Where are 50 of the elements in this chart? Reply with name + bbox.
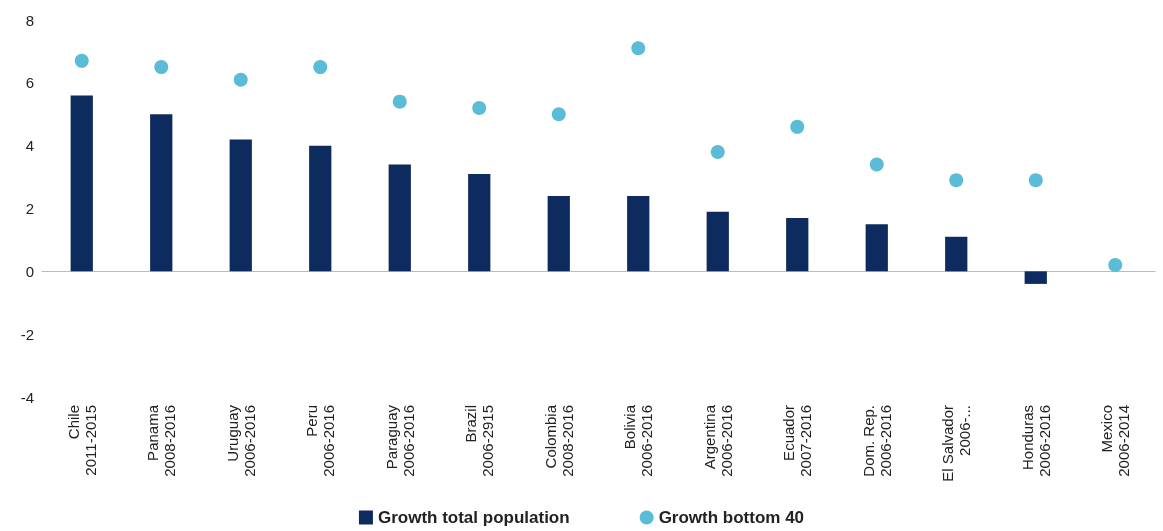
- point: [869, 157, 884, 172]
- x-tick-label: Paraguay 2006-2016: [382, 404, 417, 477]
- point: [154, 60, 169, 75]
- x-tick-label: Brazil 2006-2915: [462, 405, 497, 477]
- x-tick-label: Colombia 2008-2016: [541, 404, 576, 477]
- point: [710, 144, 725, 159]
- x-tick-label: Panama 2008-2016: [144, 404, 179, 477]
- point: [1108, 258, 1123, 273]
- bar: [229, 139, 252, 272]
- y-tick-label: -4: [20, 388, 34, 406]
- bar: [706, 211, 729, 272]
- bar: [309, 145, 332, 272]
- x-tick-label: Bolivia 2006-2016: [621, 404, 656, 477]
- x-tick-label: El Salvador 2006-...: [939, 405, 974, 482]
- y-tick-label: 4: [25, 137, 34, 155]
- x-tick-label: Peru 2006-2016: [303, 405, 338, 477]
- legend-label: Growth total population: [377, 508, 570, 527]
- y-tick-label: -2: [20, 325, 34, 343]
- point: [949, 173, 964, 188]
- bar: [786, 217, 809, 272]
- x-tick-label: Chile 2011-2015: [64, 405, 99, 476]
- x-tick-label: Uruguay 2006-2016: [223, 404, 258, 477]
- point: [790, 119, 805, 134]
- y-tick-label: 6: [25, 74, 34, 92]
- point: [472, 100, 487, 115]
- x-tick-label: Ecuador 2007-2016: [780, 405, 815, 477]
- bar: [627, 195, 650, 272]
- y-tick-label: 0: [25, 262, 34, 280]
- point: [392, 94, 407, 109]
- y-tick-label: 8: [25, 11, 34, 29]
- bar: [150, 114, 173, 272]
- bar: [865, 224, 888, 272]
- x-tick-label: Mexico 2006-2014: [1098, 405, 1133, 477]
- point: [74, 53, 89, 68]
- bar: [547, 195, 570, 272]
- point: [551, 107, 566, 122]
- point: [631, 41, 646, 56]
- x-tick-label: Argentina 2006-2016: [700, 404, 735, 477]
- bar: [468, 173, 491, 272]
- legend-label: Growth bottom 40: [658, 508, 805, 527]
- point: [1028, 173, 1043, 188]
- point: [313, 60, 328, 75]
- y-tick-label: 2: [25, 200, 34, 217]
- bar: [1024, 271, 1047, 284]
- x-tick-label: Dom. Rep. 2006-2016: [859, 405, 894, 477]
- x-tick-label: Honduras 2006-2016: [1018, 405, 1053, 477]
- bar: [70, 95, 93, 272]
- bar: [945, 236, 968, 272]
- point: [233, 72, 248, 87]
- bar: [388, 164, 411, 272]
